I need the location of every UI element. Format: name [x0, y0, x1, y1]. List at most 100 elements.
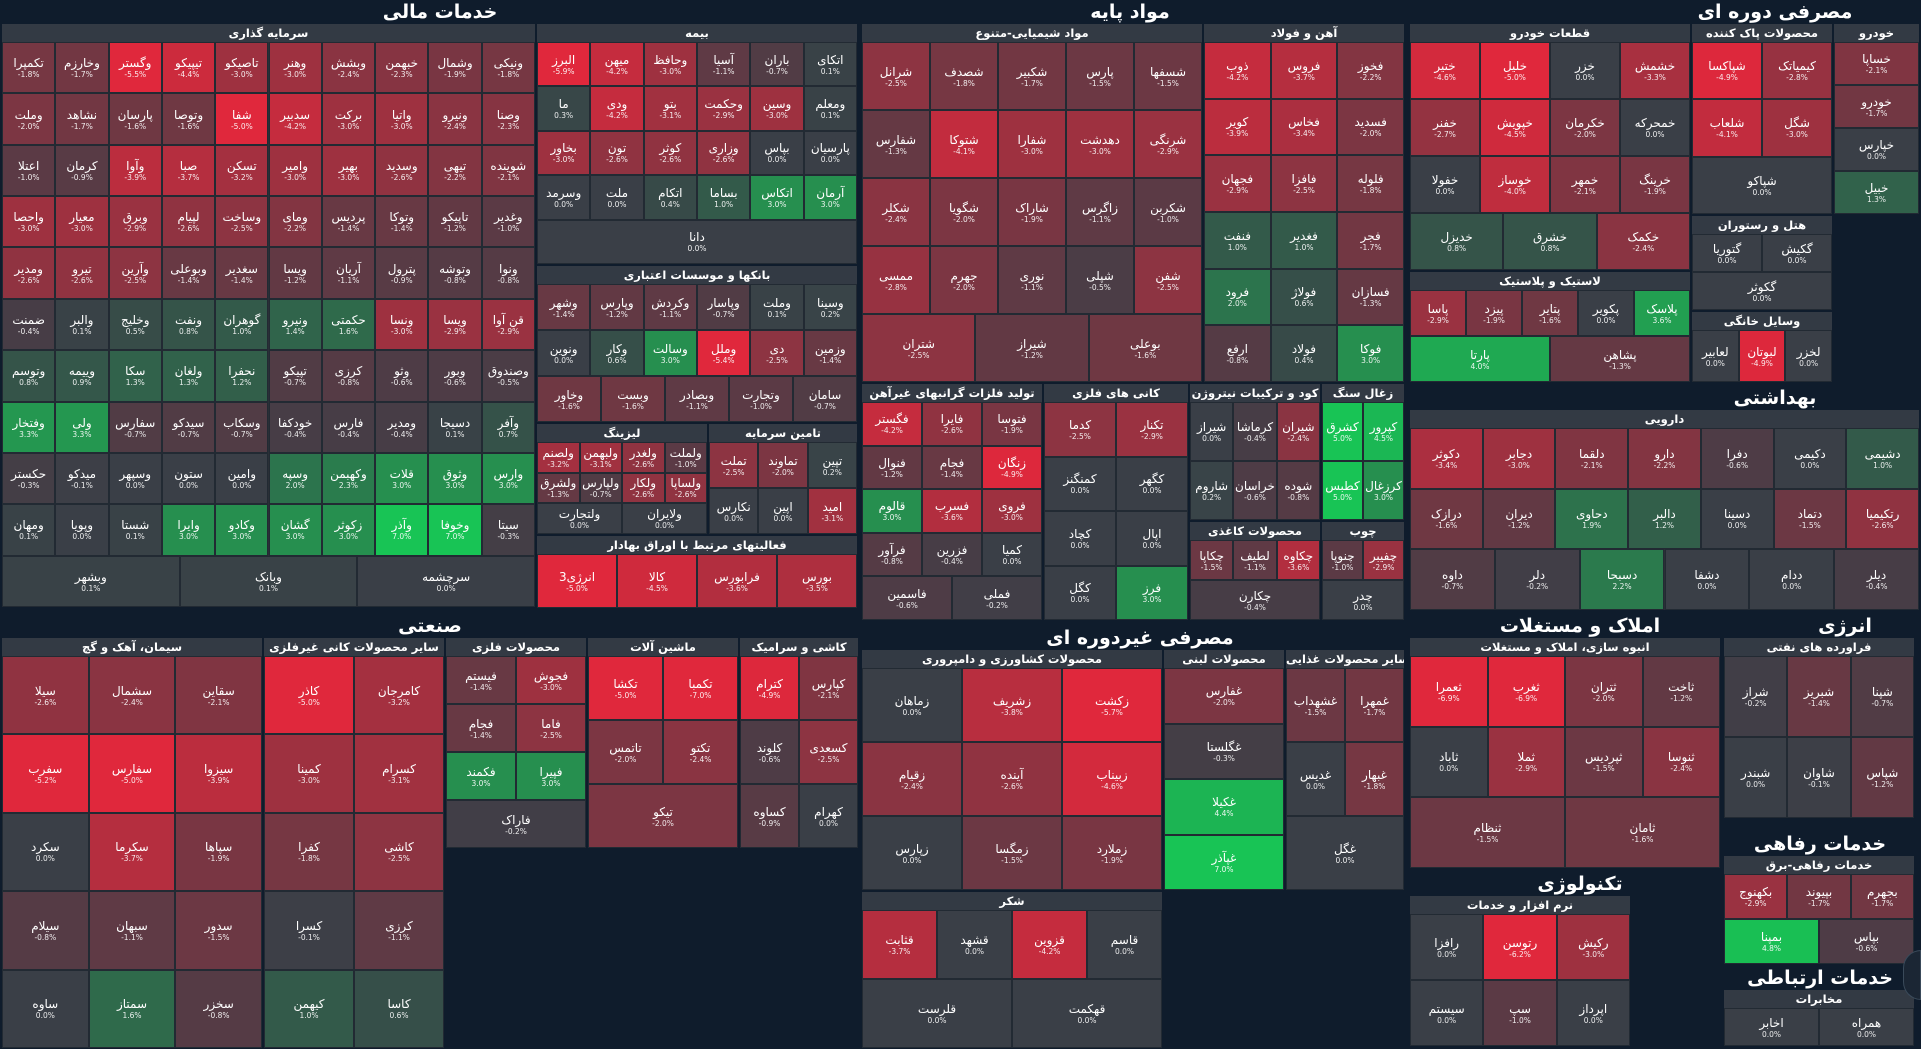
- stock-tile[interactable]: زماهان 0.0%: [862, 668, 962, 742]
- stock-tile[interactable]: اتکاس 3.0%: [750, 175, 804, 220]
- stock-tile[interactable]: سیدکو -0.7%: [161, 401, 216, 453]
- stock-tile[interactable]: حکستر -0.3%: [2, 452, 56, 505]
- stock-tile[interactable]: دشفا 0.0%: [1664, 549, 1750, 610]
- stock-tile[interactable]: ولبهمن -3.1%: [579, 442, 622, 473]
- stock-tile[interactable]: شپاس -1.2%: [1850, 737, 1914, 818]
- stock-tile[interactable]: سیلام -0.8%: [2, 891, 89, 970]
- stock-tile[interactable]: حکمتی 1.6%: [321, 298, 376, 351]
- stock-tile[interactable]: ثملا -2.9%: [1487, 726, 1565, 798]
- stock-tile[interactable]: کمیا 0.0%: [982, 532, 1042, 577]
- stock-tile[interactable]: فلوله -1.8%: [1337, 155, 1404, 212]
- stock-tile[interactable]: ونسا -3.0%: [375, 298, 429, 351]
- stock-tile[interactable]: تملت -2.5%: [709, 442, 759, 488]
- stock-tile[interactable]: چفیبر -2.9%: [1363, 540, 1404, 580]
- stock-tile[interactable]: زمگسا -1.5%: [962, 816, 1062, 890]
- stock-tile[interactable]: وثو -0.6%: [375, 350, 429, 402]
- stock-tile[interactable]: البرز -5.9%: [537, 42, 591, 87]
- stock-tile[interactable]: تماوند -2.0%: [758, 442, 808, 488]
- stock-tile[interactable]: چنوپا -1.0%: [1322, 540, 1363, 580]
- stock-tile[interactable]: وکهبمن 2.3%: [321, 452, 376, 505]
- stock-tile[interactable]: گکیش 0.0%: [1762, 234, 1832, 272]
- stock-tile[interactable]: ومدیر -0.4%: [375, 401, 429, 453]
- stock-tile[interactable]: سشمال -2.4%: [88, 656, 176, 735]
- stock-tile[interactable]: شراز -0.2%: [1724, 656, 1788, 737]
- stock-tile[interactable]: فافزا -2.5%: [1270, 155, 1338, 212]
- stock-tile[interactable]: تون -2.6%: [590, 130, 644, 176]
- stock-tile[interactable]: برکت -3.0%: [321, 93, 376, 145]
- stock-tile[interactable]: امید -3.1%: [807, 488, 857, 534]
- stock-tile[interactable]: قثابت -3.7%: [862, 910, 937, 979]
- stock-tile[interactable]: لپیام -2.6%: [161, 196, 216, 248]
- stock-tile[interactable]: تپیکو -0.7%: [268, 350, 322, 402]
- stock-tile[interactable]: تاصیکو -3.0%: [215, 42, 269, 94]
- stock-tile[interactable]: فجر -1.7%: [1337, 212, 1404, 269]
- stock-tile[interactable]: دهدشت -3.0%: [1066, 110, 1134, 178]
- stock-tile[interactable]: شکلر -2.4%: [862, 178, 930, 246]
- stock-tile[interactable]: خبهمن -2.3%: [375, 42, 429, 94]
- stock-tile[interactable]: خکرمان -2.0%: [1550, 99, 1620, 156]
- stock-tile[interactable]: شگویا -2.0%: [930, 178, 998, 246]
- stock-tile[interactable]: میدکو -0.1%: [55, 452, 109, 505]
- stock-tile[interactable]: شسفها -1.5%: [1134, 42, 1202, 110]
- stock-tile[interactable]: شفارس -1.3%: [862, 110, 930, 178]
- stock-tile[interactable]: غدیس 0.0%: [1286, 742, 1345, 816]
- stock-tile[interactable]: تیهی -2.2%: [428, 144, 482, 197]
- stock-tile[interactable]: قالوم 3.0%: [862, 489, 922, 533]
- stock-tile[interactable]: خوساز -4.0%: [1480, 156, 1550, 213]
- stock-tile[interactable]: وبوعلی -1.4%: [161, 247, 216, 299]
- stock-tile[interactable]: وکار 0.6%: [590, 330, 644, 376]
- stock-tile[interactable]: رکیش -3.0%: [1556, 914, 1630, 980]
- stock-tile[interactable]: چکارن -0.4%: [1190, 580, 1320, 620]
- stock-tile[interactable]: دفرا -0.6%: [1700, 428, 1774, 489]
- stock-tile[interactable]: پارس -1.5%: [1066, 42, 1134, 110]
- stock-tile[interactable]: کامرجان -3.2%: [354, 656, 444, 735]
- stock-tile[interactable]: ثنوسا -2.4%: [1642, 726, 1720, 798]
- stock-tile[interactable]: شفارا -3.0%: [998, 110, 1066, 178]
- stock-tile[interactable]: شفا -5.0%: [215, 93, 269, 145]
- stock-tile[interactable]: وساخت -2.5%: [215, 196, 269, 248]
- stock-tile[interactable]: وشمال -1.9%: [428, 42, 482, 94]
- stock-tile[interactable]: فاسمین -0.6%: [862, 576, 952, 620]
- stock-tile[interactable]: وسینا 0.2%: [803, 284, 857, 330]
- stock-tile[interactable]: دشیمی 1.0%: [1846, 428, 1919, 489]
- stock-tile[interactable]: فخوز -2.2%: [1337, 42, 1404, 99]
- stock-tile[interactable]: وهنر -3.0%: [268, 42, 322, 94]
- stock-tile[interactable]: وآوا -3.9%: [108, 144, 162, 197]
- stock-tile[interactable]: ونفت 0.8%: [161, 298, 216, 351]
- stock-tile[interactable]: دی -2.5%: [750, 330, 804, 376]
- stock-tile[interactable]: فرود 2.0%: [1204, 268, 1271, 326]
- stock-tile[interactable]: زقیام -2.4%: [862, 742, 962, 816]
- stock-tile[interactable]: تکمبا -7.0%: [663, 656, 738, 720]
- stock-tile[interactable]: تکشا -5.0%: [588, 656, 663, 720]
- stock-tile[interactable]: پکویر 0.0%: [1578, 290, 1634, 336]
- stock-tile[interactable]: صبا -3.7%: [161, 144, 216, 197]
- stock-tile[interactable]: خپویش -4.5%: [1480, 99, 1550, 156]
- stock-tile[interactable]: ولغدر -2.6%: [622, 442, 665, 473]
- stock-tile[interactable]: رافزا 0.0%: [1410, 914, 1484, 980]
- stock-tile[interactable]: دحاوی 1.9%: [1555, 488, 1629, 550]
- stock-tile[interactable]: دسینا 0.0%: [1700, 488, 1774, 550]
- stock-tile[interactable]: شوده -0.8%: [1276, 461, 1320, 520]
- stock-tile[interactable]: ضمنت -0.4%: [2, 298, 56, 351]
- stock-tile[interactable]: خفنر -2.7%: [1410, 99, 1480, 156]
- stock-tile[interactable]: شیراز -1.2%: [975, 314, 1089, 382]
- stock-tile[interactable]: سیلا -2.6%: [2, 656, 89, 735]
- stock-tile[interactable]: پترول -0.9%: [375, 247, 429, 299]
- stock-tile[interactable]: گشان 3.0%: [268, 504, 322, 556]
- stock-tile[interactable]: غفارس -2.0%: [1164, 668, 1284, 724]
- stock-tile[interactable]: سیزوا -3.9%: [175, 734, 262, 813]
- stock-tile[interactable]: وبشش -2.4%: [321, 42, 376, 94]
- stock-tile[interactable]: اپرداز 0.0%: [1556, 980, 1630, 1046]
- stock-tile[interactable]: وبشهر 0.1%: [2, 555, 180, 607]
- stock-tile[interactable]: نحفرا 1.2%: [215, 350, 269, 402]
- stock-tile[interactable]: وبور -0.6%: [428, 350, 482, 402]
- stock-tile[interactable]: ولپارس -0.7%: [579, 472, 622, 504]
- stock-tile[interactable]: ولی 3.3%: [55, 401, 109, 453]
- stock-tile[interactable]: بورس -3.5%: [777, 554, 857, 608]
- stock-tile[interactable]: سپ -1.0%: [1483, 980, 1557, 1046]
- stock-tile[interactable]: سغدیر -1.4%: [215, 247, 269, 299]
- stock-tile[interactable]: بپاس -0.6%: [1819, 919, 1914, 964]
- stock-tile[interactable]: وبست -1.6%: [601, 376, 665, 422]
- stock-tile[interactable]: وملت 0.1%: [750, 284, 804, 330]
- stock-tile[interactable]: کرمان -0.9%: [55, 144, 109, 197]
